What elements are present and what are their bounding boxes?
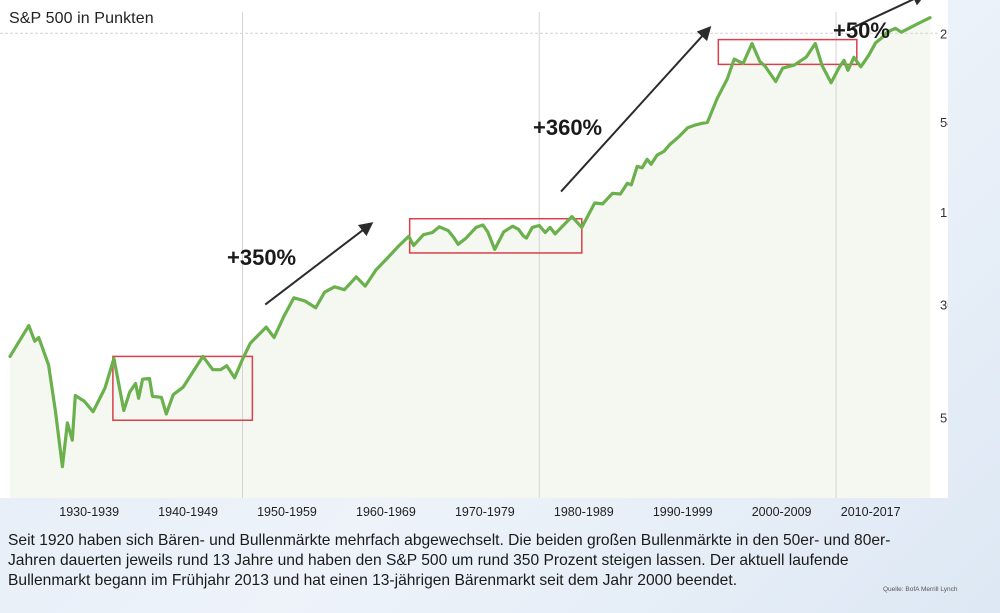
sp500-chart: 5 30 130 540 2.210 +350% +360% +50% [0, 0, 948, 498]
x-axis-labels: 1930-1939 1940-1949 1950-1959 1960-1969 1970… [59, 505, 901, 519]
annotation-label: +50% [833, 18, 890, 43]
bull-market-box-3 [717, 38, 858, 66]
source-note: Quelle: BofA Merrill Lynch [883, 586, 958, 593]
annotation-label: +360% [533, 115, 602, 140]
x-tick-label: 2000-2009 [752, 505, 812, 519]
y-tick-label: 30 [940, 298, 948, 313]
y-tick-label: 5 [940, 411, 947, 426]
x-tick-label: 1960-1969 [356, 505, 416, 519]
annotation-arrow [851, 0, 927, 29]
area-fill [10, 17, 930, 498]
annotation-arrow [560, 26, 712, 193]
x-tick-label: 1990-1999 [653, 505, 713, 519]
x-tick-label: 1940-1949 [158, 505, 218, 519]
x-tick-label: 1930-1939 [59, 505, 119, 519]
sp500-line [8, 16, 932, 469]
chart-panel: 5 30 130 540 2.210 +350% +360% +50% S&P 500 in… [0, 0, 948, 498]
chart-title: S&P 500 in Punkten [9, 10, 154, 27]
x-tick-label: 1950-1959 [257, 505, 317, 519]
chart-caption: Seit 1920 haben sich Bären- und Bullenmä… [8, 532, 891, 589]
x-tick-label: 1980-1989 [554, 505, 614, 519]
annotation-label: +350% [227, 245, 296, 270]
y-tick-label: 2.210 [940, 26, 948, 41]
bull-market-box-1 [112, 355, 254, 421]
y-tick-label: 540 [940, 115, 948, 130]
y-tick-label: 130 [940, 205, 948, 220]
annotation-arrow [264, 222, 374, 306]
x-tick-label: 2010-2017 [841, 505, 901, 519]
x-tick-label: 1970-1979 [455, 505, 515, 519]
